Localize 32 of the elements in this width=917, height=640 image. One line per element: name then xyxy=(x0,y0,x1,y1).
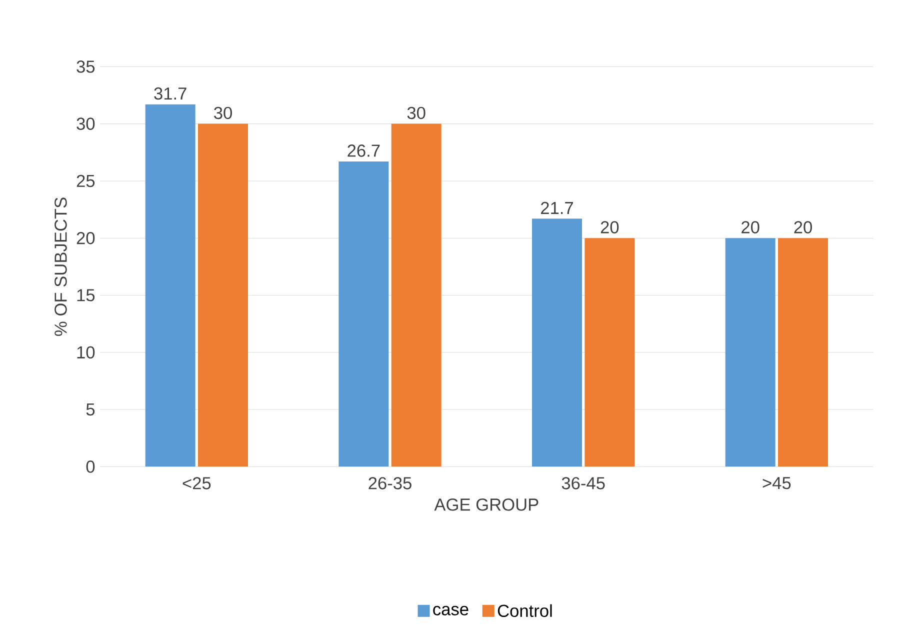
bar xyxy=(145,104,196,467)
bar xyxy=(584,238,635,467)
x-tick-label: >45 xyxy=(762,477,791,490)
data-label: 30 xyxy=(214,106,232,120)
data-label: 20 xyxy=(600,221,619,234)
x-tick-label: <25 xyxy=(182,477,211,490)
y-axis-title: % OF SUBJECTS xyxy=(54,198,67,336)
y-tick-label: 15 xyxy=(77,289,95,302)
y-tick-label: 5 xyxy=(86,403,95,416)
legend-label: Control xyxy=(498,604,552,617)
data-label: 20 xyxy=(794,221,812,234)
bar xyxy=(532,218,582,467)
bar xyxy=(725,238,776,467)
y-tick-label: 0 xyxy=(86,460,95,473)
data-label: 31.7 xyxy=(154,87,186,100)
y-tick-label: 20 xyxy=(76,232,95,244)
bar xyxy=(198,124,248,467)
y-tick-label: 10 xyxy=(77,346,95,359)
y-tick-label: 30 xyxy=(76,118,95,130)
x-tick-label: 36-45 xyxy=(562,477,605,490)
x-tick-label: 26-35 xyxy=(368,477,412,490)
y-tick-label: 35 xyxy=(76,60,95,73)
data-label: 21.7 xyxy=(541,202,573,214)
bar xyxy=(391,124,442,467)
data-label: 26.7 xyxy=(348,144,380,157)
x-axis-title: AGE GROUP xyxy=(434,498,538,511)
data-label: 20 xyxy=(742,221,760,234)
bar xyxy=(778,238,828,467)
y-tick-label: 25 xyxy=(76,174,95,188)
data-label: 30 xyxy=(407,106,426,120)
legend-label: case xyxy=(433,606,468,616)
bar xyxy=(338,162,389,467)
